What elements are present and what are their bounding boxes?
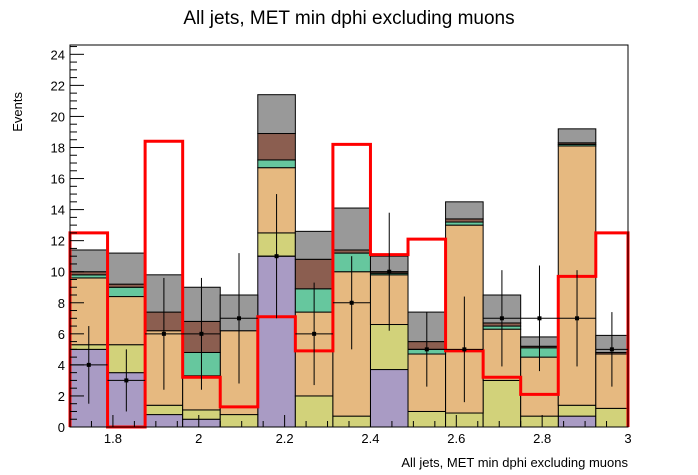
stack-bar bbox=[369, 324, 409, 371]
data-point-marker bbox=[274, 254, 279, 259]
data-point bbox=[107, 349, 146, 412]
data-point-marker bbox=[609, 347, 614, 352]
data-point bbox=[145, 277, 183, 390]
stack-bar bbox=[182, 418, 221, 428]
x-tick-label: 3 bbox=[624, 431, 631, 446]
y-tick-label: 24 bbox=[51, 47, 65, 62]
y-tick-label: 22 bbox=[51, 78, 65, 93]
data-point bbox=[445, 296, 484, 403]
data-point bbox=[558, 270, 596, 367]
data-point-marker bbox=[161, 331, 166, 336]
data-point bbox=[408, 312, 446, 387]
data-points bbox=[70, 194, 628, 412]
stack-bar bbox=[107, 252, 146, 285]
x-axis-label: All jets, MET min dphi excluding muons bbox=[401, 455, 628, 470]
data-point-marker bbox=[575, 316, 580, 321]
y-tick-label: 18 bbox=[51, 140, 65, 155]
stack-bar bbox=[482, 379, 522, 428]
overlay-histogram bbox=[68, 139, 630, 429]
x-tick-label: 2.2 bbox=[276, 431, 294, 446]
data-point-marker bbox=[237, 316, 242, 321]
stack-bar bbox=[257, 159, 296, 169]
stack-bar bbox=[595, 407, 629, 428]
y-tick-label: 6 bbox=[58, 327, 65, 342]
data-point-marker bbox=[424, 347, 429, 352]
y-tick-label: 4 bbox=[58, 358, 65, 373]
data-point bbox=[182, 277, 221, 390]
data-point-marker bbox=[124, 378, 129, 383]
data-point-marker bbox=[499, 316, 504, 321]
y-tick-label: 12 bbox=[51, 234, 65, 249]
stack-bar bbox=[332, 415, 371, 428]
y-tick-label: 14 bbox=[51, 203, 65, 218]
data-point-marker bbox=[537, 316, 542, 321]
stack-bar bbox=[69, 249, 109, 273]
x-axis: 1.8 2 2.2 2.4 2.6 2.8 3 bbox=[69, 415, 632, 446]
stack-bar bbox=[219, 414, 259, 428]
overlay-series-line bbox=[68, 139, 630, 429]
stack-bar bbox=[445, 201, 484, 220]
stack-bar bbox=[520, 415, 559, 428]
y-tick-label: 16 bbox=[51, 172, 65, 187]
stack-bar bbox=[107, 286, 146, 298]
data-point bbox=[257, 194, 296, 319]
y-tick-label: 2 bbox=[58, 389, 65, 404]
data-point bbox=[332, 256, 371, 350]
stack-bar bbox=[257, 133, 296, 161]
stack-bar bbox=[107, 296, 146, 346]
stack-bar bbox=[182, 409, 221, 420]
y-axis-label: Events bbox=[10, 92, 25, 132]
stack-bar bbox=[557, 404, 597, 417]
x-tick-label: 2.6 bbox=[447, 431, 465, 446]
y-tick-label: 20 bbox=[51, 109, 65, 124]
x-tick-label: 2 bbox=[195, 431, 202, 446]
data-point bbox=[483, 270, 521, 367]
data-point-marker bbox=[312, 331, 317, 336]
data-point bbox=[295, 282, 333, 386]
stack-bar bbox=[369, 369, 409, 428]
x-tick-label: 2.4 bbox=[361, 431, 379, 446]
stack-bar bbox=[294, 230, 334, 260]
data-point-marker bbox=[387, 269, 392, 274]
y-tick-label: 10 bbox=[51, 265, 65, 280]
y-tick-label: 0 bbox=[58, 420, 65, 435]
data-point-marker bbox=[349, 300, 354, 305]
data-point bbox=[370, 212, 409, 331]
stack-bar bbox=[257, 94, 296, 135]
x-tick-label: 2.8 bbox=[533, 431, 551, 446]
stack-bar bbox=[557, 128, 597, 144]
x-tick-label: 1.8 bbox=[104, 431, 122, 446]
data-point bbox=[595, 312, 628, 387]
data-point-marker bbox=[462, 347, 467, 352]
data-point bbox=[520, 265, 559, 372]
data-point bbox=[220, 253, 258, 384]
data-point-marker bbox=[199, 331, 204, 336]
stack-bar bbox=[144, 404, 184, 416]
stack-bar bbox=[332, 207, 371, 251]
y-tick-label: 8 bbox=[58, 296, 65, 311]
data-point-marker bbox=[86, 362, 91, 367]
chart-title: All jets, MET min dphi excluding muons bbox=[183, 8, 514, 29]
